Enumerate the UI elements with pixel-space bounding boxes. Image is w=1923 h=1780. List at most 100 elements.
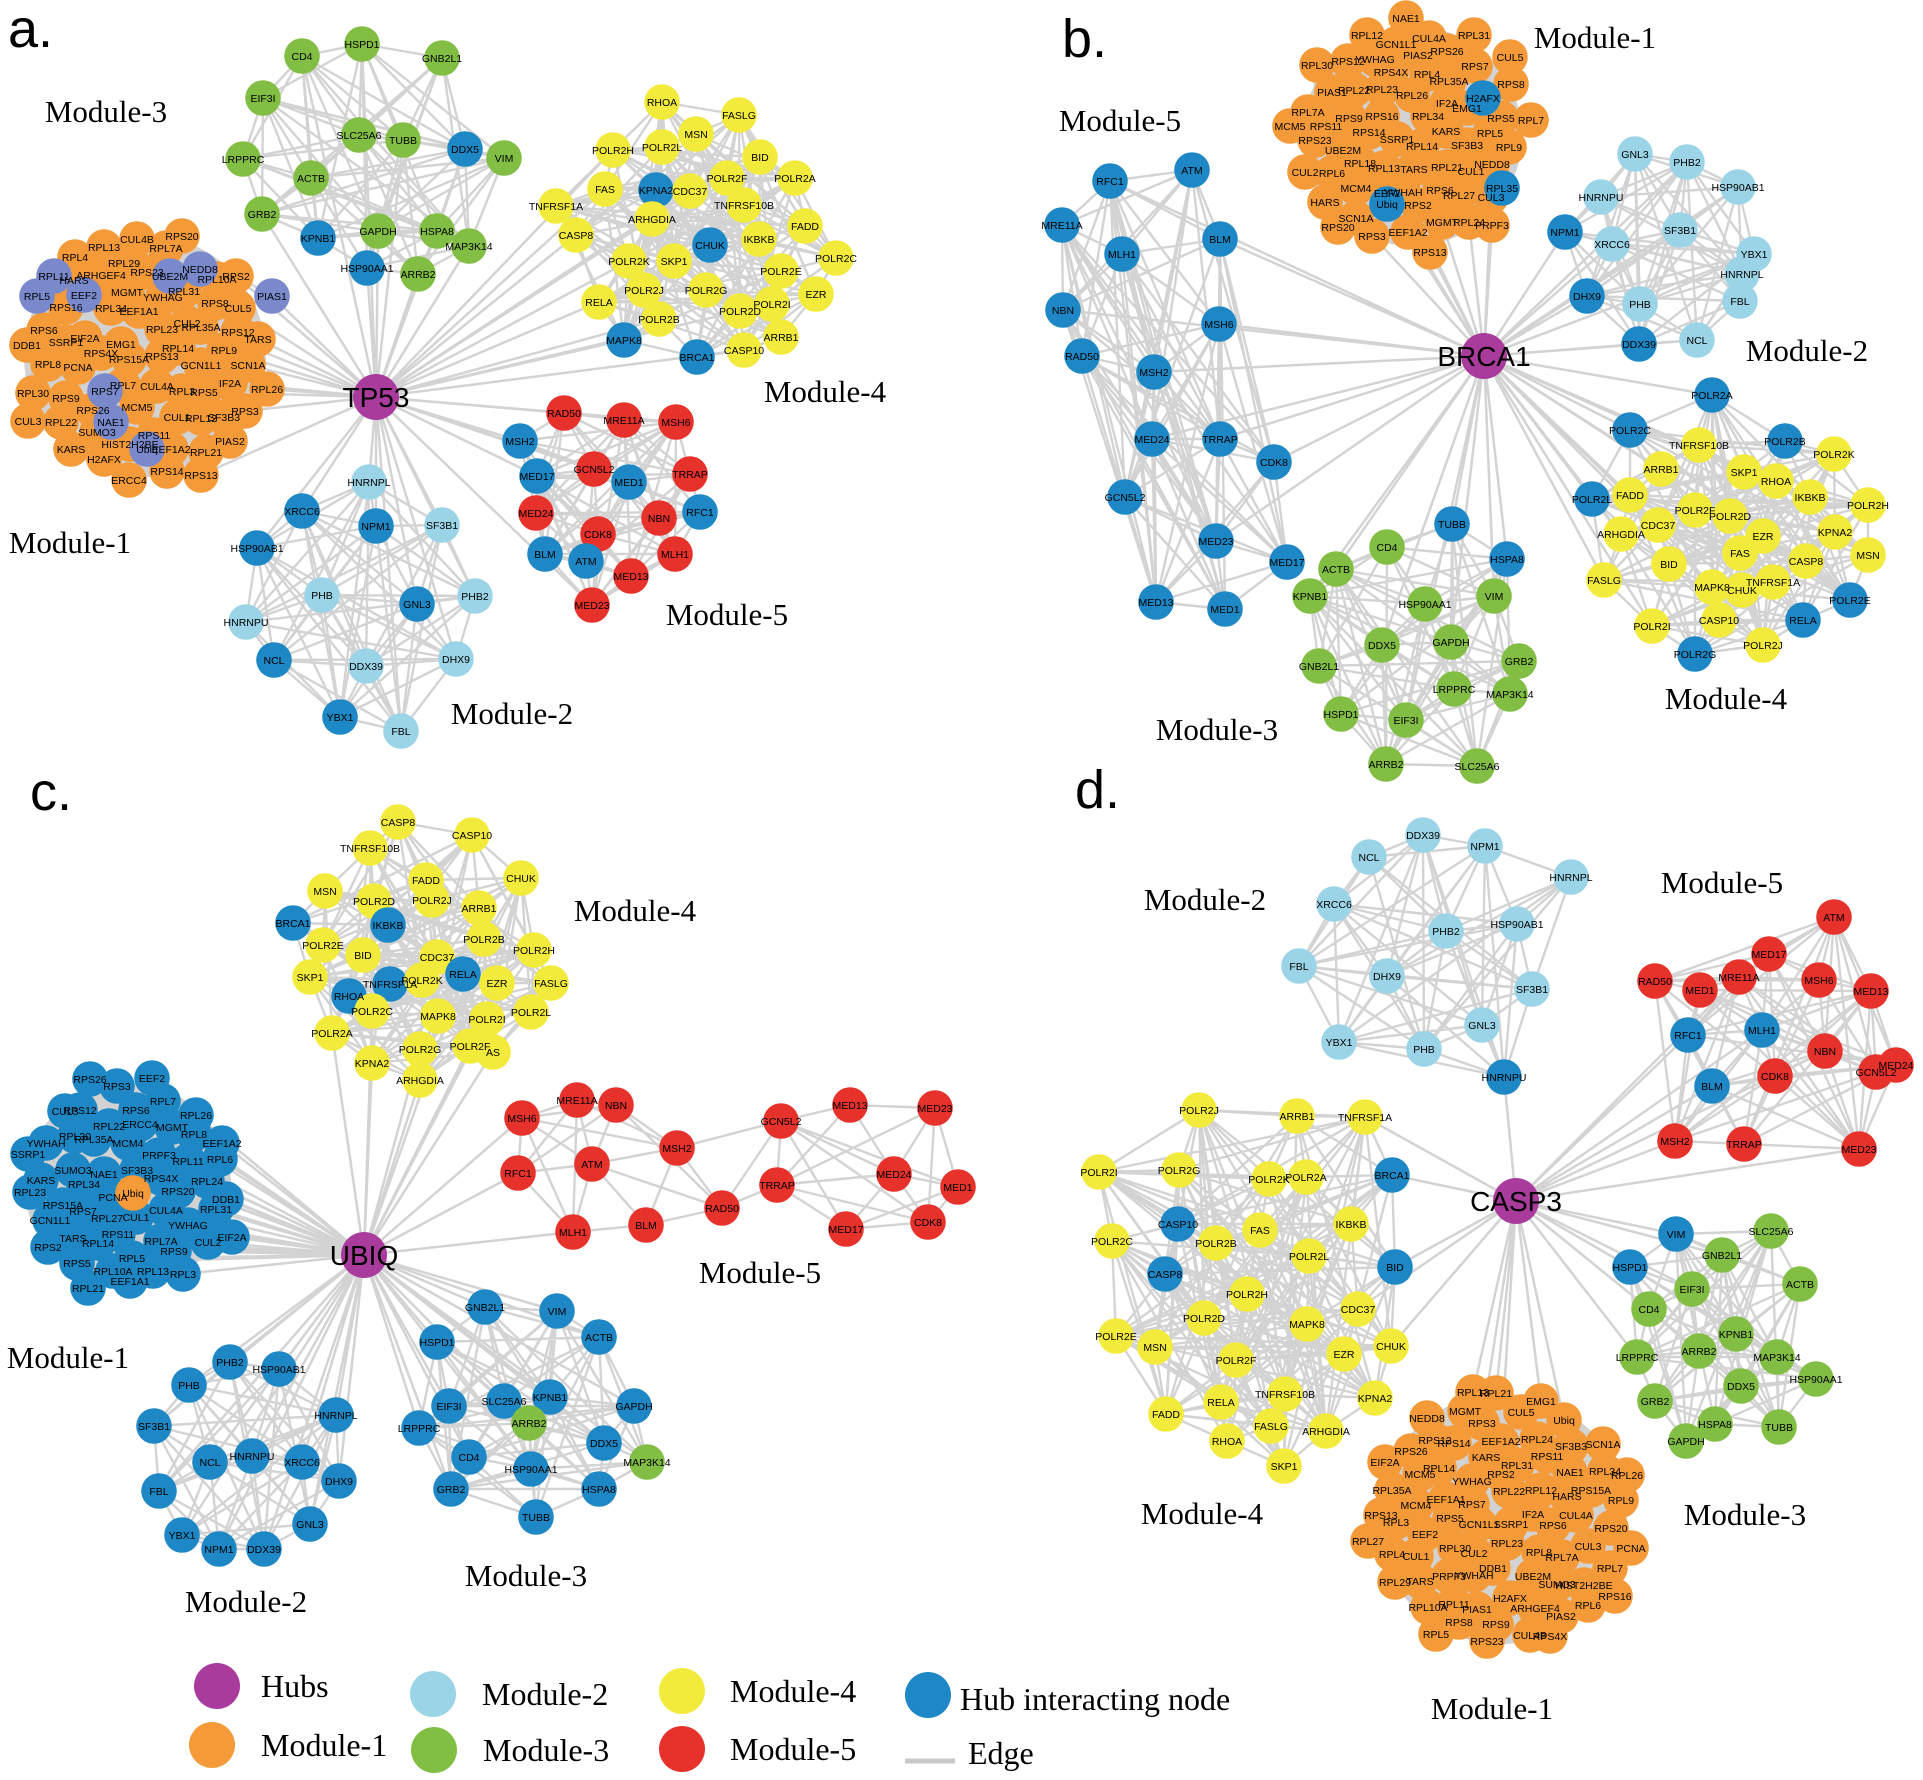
svg-text:NAE1: NAE1 [97, 417, 125, 429]
svg-text:POLR2J: POLR2J [412, 895, 452, 907]
svg-text:RHOA: RHOA [1212, 1436, 1242, 1448]
svg-text:RPL24: RPL24 [1521, 1434, 1553, 1446]
svg-text:Ubiq: Ubiq [136, 444, 158, 456]
svg-text:CD4: CD4 [1638, 1304, 1659, 1316]
svg-text:RPL21: RPL21 [1480, 1388, 1512, 1400]
svg-text:PCNA: PCNA [1616, 1543, 1645, 1555]
svg-text:GNL3: GNL3 [296, 1519, 324, 1531]
svg-text:RFC1: RFC1 [1674, 1030, 1702, 1042]
svg-text:ARHGDIA: ARHGDIA [628, 214, 676, 226]
svg-text:SKP1: SKP1 [297, 972, 324, 984]
svg-text:RPL9: RPL9 [1608, 1495, 1634, 1507]
svg-text:MLH1: MLH1 [1108, 249, 1136, 261]
svg-text:CASP8: CASP8 [1148, 1269, 1183, 1281]
svg-text:EIF3I: EIF3I [250, 93, 275, 105]
svg-text:CDK8: CDK8 [1260, 457, 1288, 469]
svg-text:POLR2G: POLR2G [399, 1044, 442, 1056]
svg-text:BRCA1: BRCA1 [1437, 341, 1530, 372]
svg-text:LRPPRC: LRPPRC [398, 1423, 441, 1435]
svg-text:SF3B1: SF3B1 [426, 520, 458, 532]
svg-text:POLR2B: POLR2B [1195, 1238, 1236, 1250]
svg-text:ARHGDIA: ARHGDIA [1597, 529, 1645, 541]
svg-text:NAE1: NAE1 [1556, 1467, 1584, 1479]
svg-text:HSPA8: HSPA8 [1698, 1419, 1732, 1431]
svg-text:RPS16: RPS16 [1365, 111, 1398, 123]
svg-text:HNRNPL: HNRNPL [1549, 872, 1592, 884]
svg-text:HSP90AA1: HSP90AA1 [1789, 1374, 1842, 1386]
svg-text:RPS14: RPS14 [150, 466, 183, 478]
svg-text:BLM: BLM [534, 549, 556, 561]
svg-text:PHB2: PHB2 [1673, 157, 1701, 169]
svg-text:EIF3I: EIF3I [1679, 1284, 1704, 1296]
svg-text:POLR2B: POLR2B [1764, 436, 1805, 448]
svg-text:PIAS2: PIAS2 [215, 436, 245, 448]
svg-text:LRPPRC: LRPPRC [222, 154, 265, 166]
svg-text:Module-4: Module-4 [574, 893, 697, 928]
svg-text:PIAS2: PIAS2 [1546, 1611, 1576, 1623]
svg-text:PHB: PHB [178, 1380, 200, 1392]
svg-text:HSP90AA1: HSP90AA1 [504, 1464, 557, 1476]
svg-text:PHB2: PHB2 [461, 591, 489, 603]
svg-text:SKP1: SKP1 [1731, 467, 1758, 479]
svg-text:EZR: EZR [487, 978, 508, 990]
svg-text:NBN: NBN [1814, 1046, 1836, 1058]
svg-text:GCN5L2: GCN5L2 [1105, 492, 1146, 504]
svg-text:EIF3I: EIF3I [436, 1401, 461, 1413]
svg-text:RPL9: RPL9 [211, 345, 237, 357]
svg-text:SSRP1: SSRP1 [1380, 134, 1415, 146]
svg-text:KPNB1: KPNB1 [533, 1392, 568, 1404]
svg-text:MSN: MSN [1856, 550, 1879, 562]
svg-text:TARS: TARS [59, 1233, 86, 1245]
svg-text:POLR2D: POLR2D [719, 306, 761, 318]
svg-text:FASLG: FASLG [722, 110, 756, 122]
svg-text:CASP10: CASP10 [452, 830, 492, 842]
svg-text:GRB2: GRB2 [248, 209, 277, 221]
svg-text:KPNB1: KPNB1 [1719, 1329, 1754, 1341]
svg-text:RPL7: RPL7 [1518, 115, 1544, 127]
svg-text:RPS15A: RPS15A [109, 354, 149, 366]
svg-text:TRRAP: TRRAP [759, 1180, 795, 1192]
svg-text:Hub interacting node: Hub interacting node [960, 1681, 1230, 1717]
svg-text:Module-3: Module-3 [483, 1732, 609, 1768]
svg-text:RPL30: RPL30 [59, 1131, 91, 1143]
svg-text:RPS8: RPS8 [201, 298, 229, 310]
svg-text:MAP3K14: MAP3K14 [623, 1457, 670, 1469]
svg-text:HARS: HARS [59, 275, 88, 287]
svg-text:MSH6: MSH6 [507, 1113, 536, 1125]
svg-text:RPL12: RPL12 [1351, 30, 1383, 42]
svg-text:SLC25A6: SLC25A6 [1455, 761, 1500, 773]
svg-text:NCL: NCL [199, 1457, 220, 1469]
svg-text:POLR2K: POLR2K [1248, 1174, 1289, 1186]
svg-text:NAE1: NAE1 [1392, 13, 1420, 25]
svg-text:SF3B3: SF3B3 [208, 412, 240, 424]
svg-text:RPL23: RPL23 [1491, 1538, 1523, 1550]
svg-text:ACTB: ACTB [1322, 564, 1350, 576]
svg-text:Module-5: Module-5 [730, 1731, 856, 1767]
svg-text:ERCC4: ERCC4 [122, 1119, 158, 1131]
svg-text:RPL35A: RPL35A [1372, 1485, 1411, 1497]
svg-text:Module-3: Module-3 [1684, 1497, 1806, 1532]
svg-text:ACTB: ACTB [585, 1332, 613, 1344]
svg-text:RPL7: RPL7 [1597, 1563, 1623, 1575]
svg-text:MAP3K14: MAP3K14 [1753, 1352, 1800, 1364]
svg-text:AS: AS [486, 1047, 500, 1059]
svg-text:TRRAP: TRRAP [1726, 1139, 1762, 1151]
svg-text:RPL26: RPL26 [1611, 1470, 1643, 1482]
svg-text:CD4: CD4 [1376, 542, 1397, 554]
svg-text:RHOA: RHOA [1761, 476, 1791, 488]
svg-text:EIF2A: EIF2A [1370, 1457, 1399, 1469]
svg-text:POLR2H: POLR2H [1226, 1289, 1268, 1301]
svg-text:CUL4A: CUL4A [149, 1205, 183, 1217]
svg-text:CUL5: CUL5 [225, 303, 252, 315]
svg-text:GCN1L1: GCN1L1 [181, 360, 222, 372]
svg-text:RPL13: RPL13 [88, 242, 120, 254]
svg-text:SF3B1: SF3B1 [1516, 984, 1548, 996]
svg-text:RPL4: RPL4 [1379, 1549, 1405, 1561]
svg-text:RPS3: RPS3 [1468, 1418, 1496, 1430]
svg-text:POLR2H: POLR2H [513, 945, 555, 957]
svg-text:RPL10A: RPL10A [197, 274, 236, 286]
svg-text:RPS26: RPS26 [1394, 1446, 1427, 1458]
svg-text:POLR2I: POLR2I [1080, 1167, 1117, 1179]
svg-text:RPS20: RPS20 [161, 1186, 194, 1198]
svg-text:Module-3: Module-3 [45, 94, 167, 129]
